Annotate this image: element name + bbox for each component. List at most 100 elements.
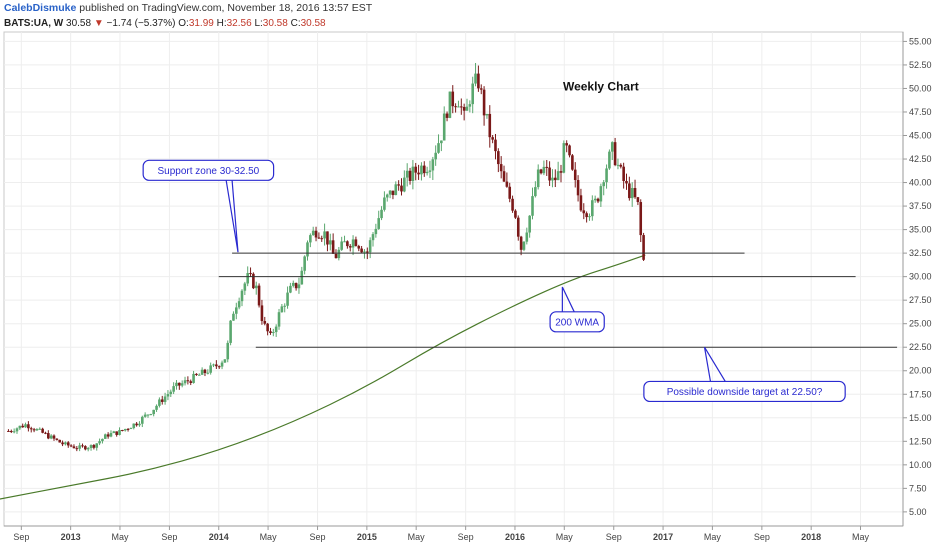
- candle-body: [460, 106, 463, 108]
- candle-body: [143, 414, 147, 417]
- candle-body: [121, 430, 124, 432]
- candle-body: [417, 172, 420, 175]
- candle-body: [106, 434, 110, 437]
- price-change: −1.74 (−5.37%): [106, 18, 176, 29]
- candle-body: [360, 248, 363, 253]
- candle-body: [306, 242, 309, 257]
- candle-body: [425, 171, 429, 174]
- candle-body: [596, 198, 600, 202]
- candle-body: [300, 270, 304, 285]
- candle-body: [525, 232, 529, 242]
- candle-body: [628, 183, 631, 199]
- candle-body: [579, 195, 583, 211]
- candle-body: [52, 435, 56, 439]
- candle-body: [149, 414, 153, 416]
- candle-body: [642, 235, 645, 260]
- x-tick-label: 2013: [61, 532, 81, 542]
- candle-body: [605, 168, 608, 183]
- candle-body: [553, 177, 557, 181]
- candle-body: [343, 241, 346, 243]
- candle-body: [132, 423, 136, 429]
- candle-body: [129, 428, 133, 430]
- candle-body: [135, 423, 138, 426]
- y-tick-label: 27.50: [909, 295, 932, 305]
- candle-body: [109, 433, 113, 437]
- candle-body: [491, 137, 494, 140]
- candle-body: [619, 164, 623, 167]
- candle-body: [200, 369, 204, 375]
- x-tick-label: Sep: [310, 532, 326, 542]
- candle-body: [35, 429, 39, 431]
- candle-body: [61, 442, 64, 445]
- callout-text-target: Possible downside target at 22.50?: [667, 387, 823, 398]
- candle-body: [98, 441, 101, 444]
- candle-body: [277, 312, 281, 327]
- candle-body: [263, 321, 267, 324]
- y-tick-label: 20.00: [909, 366, 932, 376]
- candle-body: [488, 113, 492, 138]
- candle-body: [183, 380, 187, 384]
- candle-body: [166, 394, 170, 397]
- candle-body: [237, 301, 241, 308]
- candle-body: [103, 434, 107, 439]
- y-tick-label: 52.50: [909, 60, 932, 70]
- candle-body: [551, 177, 554, 181]
- candle-body: [337, 249, 341, 259]
- callout-box-wma: [549, 311, 605, 333]
- y-tick-label: 25.00: [909, 319, 932, 329]
- candle-body: [411, 166, 415, 181]
- candle-body: [44, 432, 47, 434]
- candle-body: [630, 188, 634, 199]
- y-tick-label: 22.50: [909, 342, 932, 352]
- candle-body: [445, 113, 449, 118]
- candle-body: [559, 171, 563, 173]
- y-tick-label: 12.50: [909, 436, 932, 446]
- candle-body: [118, 430, 121, 435]
- close-label: C:: [290, 18, 301, 29]
- candle-body: [95, 443, 99, 448]
- candle-body: [542, 166, 546, 174]
- candle-body: [414, 166, 418, 173]
- candle-body: [41, 428, 44, 433]
- y-tick-label: 32.50: [909, 248, 932, 258]
- candle-body: [408, 170, 412, 181]
- callout-box-support: [142, 159, 275, 181]
- low-value: 30.58: [262, 18, 288, 29]
- candle-body: [272, 332, 275, 334]
- candle-body: [180, 383, 184, 386]
- x-tick-label: Sep: [161, 532, 177, 542]
- candle-body: [366, 251, 369, 253]
- author-link[interactable]: CalebDismuke: [4, 2, 77, 14]
- candle-body: [377, 218, 381, 229]
- x-tick-label: May: [704, 532, 722, 542]
- candle-body: [189, 381, 193, 383]
- candle-body: [388, 190, 392, 195]
- candle-body: [516, 217, 520, 237]
- y-tick-label: 15.00: [909, 413, 932, 423]
- candle-body: [548, 167, 551, 181]
- quote-line: BATS:UA, W 30.58 ▼ −1.74 (−5.37%) O:31.9…: [4, 18, 326, 29]
- high-label: H:: [216, 18, 227, 29]
- candle-body: [86, 448, 90, 450]
- candle-body: [454, 106, 457, 108]
- y-tick-label: 10.00: [909, 460, 932, 470]
- candle-body: [266, 323, 269, 332]
- candle-body: [591, 200, 594, 217]
- candle-body: [38, 428, 42, 430]
- candle-body: [328, 240, 332, 245]
- candle-body: [12, 431, 16, 433]
- candle-body: [514, 210, 517, 218]
- chart-title: Weekly Chart: [563, 79, 639, 93]
- last-price: 30.58: [66, 18, 92, 29]
- candle-body: [508, 186, 512, 199]
- candle-body: [385, 194, 389, 198]
- candle-body: [21, 425, 24, 428]
- candle-body: [437, 143, 440, 153]
- candle-body: [599, 186, 603, 202]
- x-tick-label: May: [852, 532, 870, 542]
- candle-body: [9, 431, 13, 433]
- candle-body: [141, 416, 144, 424]
- candle-body: [576, 180, 580, 196]
- candle-body: [232, 313, 235, 321]
